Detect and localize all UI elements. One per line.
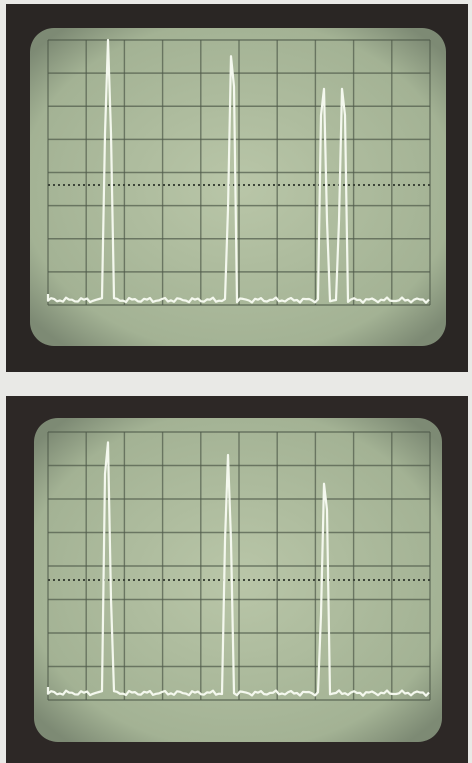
trace <box>46 38 430 304</box>
trace <box>46 441 430 697</box>
overlay <box>46 38 431 701</box>
